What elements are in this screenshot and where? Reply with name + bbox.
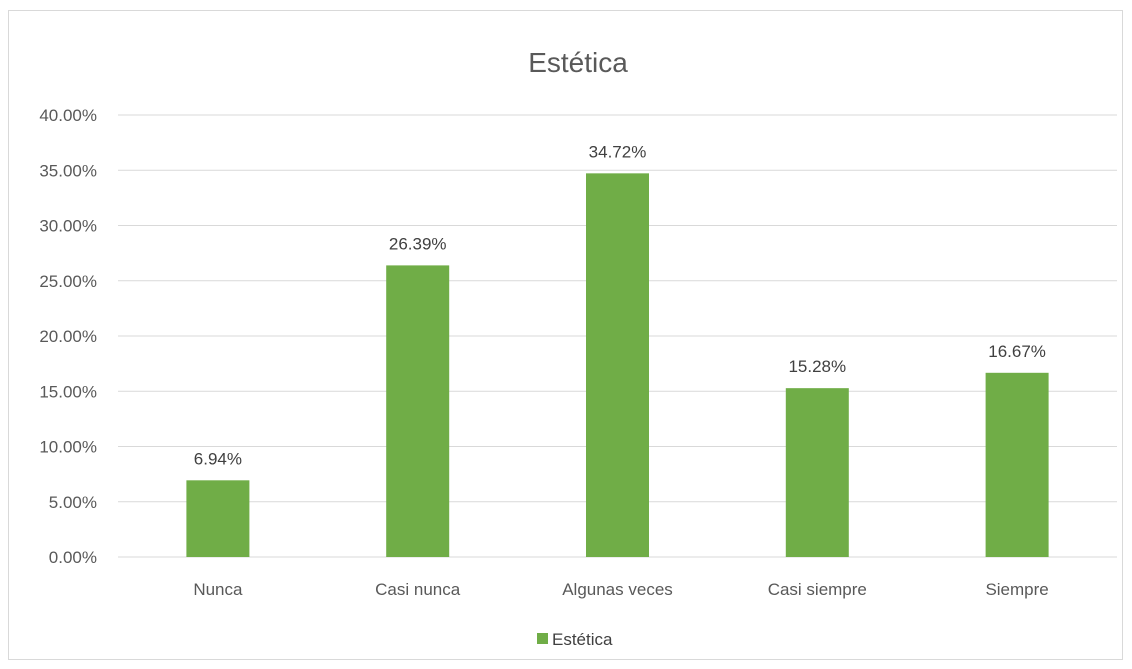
y-tick-label: 30.00% — [39, 217, 97, 236]
y-tick-label: 5.00% — [49, 493, 97, 512]
bars — [186, 173, 1049, 557]
bar-siempre — [985, 372, 1049, 557]
y-tick-label: 25.00% — [39, 272, 97, 291]
data-label: 15.28% — [788, 357, 846, 376]
x-axis-categories: Nunca Casi nunca Algunas veces Casi siempre… — [193, 580, 1048, 599]
x-category-label: Siempre — [985, 580, 1048, 599]
y-tick-label: 35.00% — [39, 161, 97, 180]
y-tick-label: 10.00% — [39, 438, 97, 457]
y-axis-ticks: 0.00% 5.00% 10.00% 15.00% 20.00% 25.00% 30.00%… — [39, 106, 97, 567]
y-tick-label: 40.00% — [39, 106, 97, 125]
data-labels: 6.94% 26.39% 34.72% 15.28% 16.67% — [194, 142, 1046, 468]
legend-swatch-estetica — [537, 633, 548, 644]
y-tick-label: 0.00% — [49, 548, 97, 567]
chart-title: Estética — [528, 47, 628, 78]
x-category-label: Casi nunca — [375, 580, 461, 599]
x-category-label: Nunca — [193, 580, 243, 599]
data-label: 6.94% — [194, 449, 242, 468]
bar-casi-nunca — [386, 265, 450, 557]
y-tick-label: 15.00% — [39, 382, 97, 401]
legend: Estética — [537, 630, 613, 649]
bar-nunca — [186, 480, 250, 557]
bar-casi-siempre — [785, 388, 849, 557]
x-category-label: Algunas veces — [562, 580, 673, 599]
bar-algunas-veces — [586, 173, 649, 557]
x-category-label: Casi siempre — [768, 580, 867, 599]
y-tick-label: 20.00% — [39, 327, 97, 346]
data-label: 26.39% — [389, 234, 447, 253]
legend-label-estetica: Estética — [552, 630, 613, 649]
data-label: 34.72% — [589, 142, 647, 161]
data-label: 16.67% — [988, 342, 1046, 361]
